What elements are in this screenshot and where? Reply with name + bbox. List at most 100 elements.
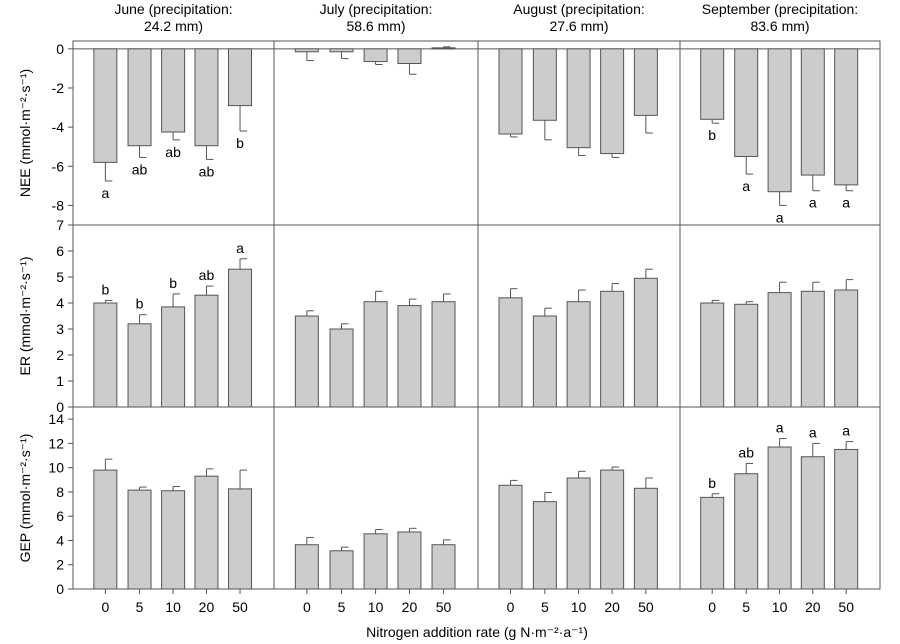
bar [93,302,118,408]
y-axis-label: ER (mmol·m⁻²·s⁻¹) [17,257,33,376]
bar [700,496,725,590]
bar [566,301,591,408]
month-title: 58.6 mm) [346,18,405,34]
bar [498,297,523,408]
x-tick-label: 10 [368,599,384,615]
bar [127,323,152,408]
x-tick-label: 0 [708,599,716,615]
y-tick-label: 3 [56,321,64,337]
bar [800,48,825,176]
significance-letter: b [236,135,244,151]
significance-letter: ab [738,444,754,460]
x-tick-label: 0 [507,599,515,615]
x-tick-label: 10 [165,599,181,615]
bar [194,294,219,408]
bar [800,290,825,408]
bar [566,477,591,590]
bar [633,48,658,116]
significance-letter: a [809,424,817,440]
x-tick-label: 10 [571,599,587,615]
bar [397,531,422,590]
y-tick-label: -2 [52,80,65,96]
y-axis-label: GEP (mmol·m⁻²·s⁻¹) [17,434,33,563]
significance-letter: b [136,296,144,312]
bar [633,277,658,408]
bar [834,48,859,186]
significance-letter: a [842,195,850,211]
x-axis-label: Nitrogen addition rate (g N·m⁻²·a⁻¹) [366,624,588,640]
x-tick-label: 5 [338,599,346,615]
significance-letter: b [101,281,109,297]
plot-grid: June (precipitation:24.2 mm) July (precip… [17,1,881,615]
bar [93,469,118,590]
y-tick-label: 1 [56,373,64,389]
bar [734,48,759,157]
bar [767,292,792,408]
month-title: September (precipitation: [702,1,858,17]
month-title: 24.2 mm) [144,18,203,34]
y-tick-label: 4 [56,295,64,311]
bar [633,487,658,590]
bar [194,475,219,590]
significance-letter: ab [132,161,148,177]
x-tick-label: 20 [199,599,215,615]
x-tick-label: 5 [541,599,549,615]
y-tick-label: 6 [56,508,64,524]
bar [600,48,625,155]
y-tick-label: 7 [56,217,64,233]
bar [363,533,388,590]
bar [532,315,557,408]
bar [431,544,456,590]
x-tick-label: 20 [402,599,418,615]
bar [294,315,319,408]
x-tick-label: 0 [303,599,311,615]
bar [161,306,186,408]
bar [800,456,825,590]
bar [767,48,792,193]
y-axis-label: NEE (mmol·m⁻²·s⁻¹) [17,69,33,197]
significance-letter: ab [199,267,215,283]
month-title: July (precipitation: [320,1,433,17]
bar [228,268,253,408]
y-tick-label: 2 [56,347,64,363]
x-tick-label: 20 [805,599,821,615]
bar [834,289,859,408]
significance-letter: b [169,275,177,291]
y-tick-label: -4 [52,119,65,135]
bar [834,448,859,590]
bar [161,48,186,133]
significance-letter: a [236,240,244,256]
y-tick-label: 0 [56,399,64,415]
x-tick-label: 5 [136,599,144,615]
y-tick-label: 5 [56,269,64,285]
bar [700,48,725,120]
x-tick-label: 20 [604,599,620,615]
x-tick-label: 0 [101,599,109,615]
bar [600,290,625,408]
bar [532,501,557,590]
significance-letter: b [708,127,716,143]
significance-letter: a [742,178,750,194]
bar [431,301,456,408]
bar [600,469,625,590]
bar [700,302,725,408]
significance-letter: b [708,475,716,491]
bar [431,47,456,50]
y-tick-label: 0 [56,581,64,597]
month-title: 27.6 mm) [549,18,608,34]
y-tick-label: 14 [48,411,64,427]
bar [127,48,152,147]
y-tick-label: 10 [48,460,64,476]
x-tick-label: 50 [436,599,452,615]
panel-frame [273,40,479,226]
bar [734,303,759,408]
x-tick-label: 5 [742,599,750,615]
bar [498,48,523,135]
significance-letter: a [842,423,850,439]
bar [294,544,319,590]
y-tick-label: 2 [56,557,64,573]
significance-letter: a [101,185,109,201]
y-tick-label: 0 [56,41,64,57]
bar [329,48,354,53]
